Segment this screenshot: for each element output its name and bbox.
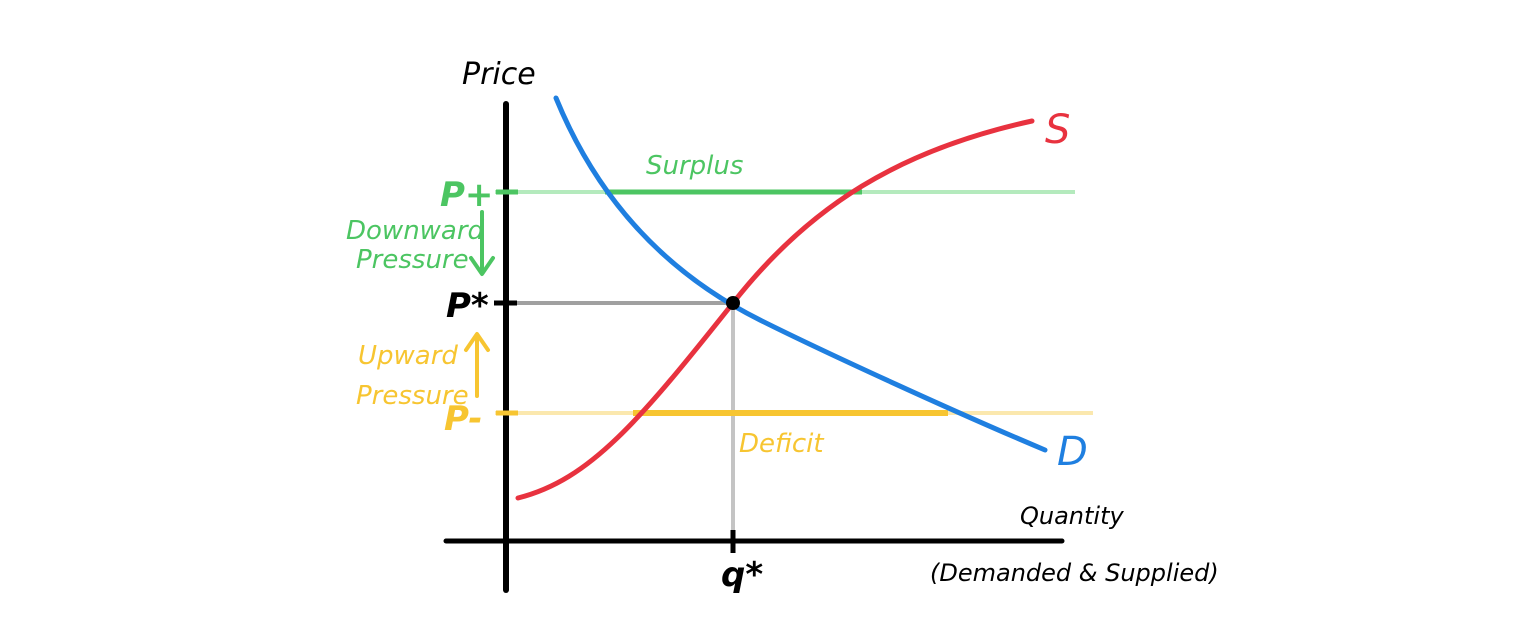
y-axis-label: Price: [462, 57, 536, 92]
p-minus-label: P-: [444, 399, 482, 439]
p-star-label: P*: [446, 286, 489, 326]
x-axis-label-line1: Quantity: [1020, 502, 1125, 530]
demand-curve-label: D: [1057, 429, 1088, 475]
p-plus-label: P+: [440, 175, 493, 215]
equilibrium-point: [726, 296, 740, 310]
supply-curve-label: S: [1045, 107, 1070, 153]
downward-arrow-icon: [469, 210, 495, 276]
q-star-label: q*: [721, 555, 763, 595]
downward-pressure-label-line2: Pressure: [356, 245, 469, 275]
upward-pressure-label-line2: Pressure: [356, 381, 469, 411]
upward-pressure-label-line1: Upward: [358, 341, 458, 371]
deficit-label: Deficit: [739, 429, 824, 459]
surplus-label: Surplus: [646, 151, 743, 181]
upward-arrow-icon: [464, 332, 490, 398]
downward-pressure-label-line1: Downward: [346, 216, 485, 246]
x-axis-label-line2: (Demanded & Supplied): [930, 559, 1219, 587]
demand-curve: [553, 95, 1048, 453]
